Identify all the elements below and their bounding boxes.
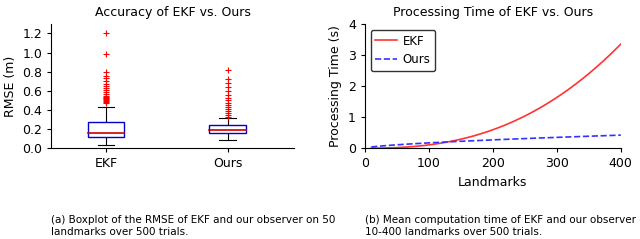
Text: (a) Boxplot of the RMSE of EKF and our observer on 50
landmarks over 500 trials.: (a) Boxplot of the RMSE of EKF and our o… (51, 215, 335, 237)
Y-axis label: RMSE (m): RMSE (m) (4, 55, 17, 117)
Line: EKF: EKF (371, 44, 621, 148)
Text: (b) Mean computation time of EKF and our observer on
10-400 landmarks over 500 t: (b) Mean computation time of EKF and our… (365, 215, 640, 237)
EKF (572, 82, 580, 85)
EKF (611, 49, 619, 52)
Ours (488, 138, 495, 141)
EKF (617, 43, 625, 46)
Title: Processing Time of EKF vs. Ours: Processing Time of EKF vs. Ours (393, 5, 593, 19)
FancyBboxPatch shape (88, 122, 124, 137)
X-axis label: Landmarks: Landmarks (458, 176, 527, 189)
Ours (486, 139, 493, 141)
Y-axis label: Processing Time (s): Processing Time (s) (329, 25, 342, 147)
FancyBboxPatch shape (209, 125, 246, 133)
Ours (572, 135, 580, 138)
EKF (502, 123, 510, 126)
EKF (486, 130, 493, 132)
Legend: EKF, Ours: EKF, Ours (371, 30, 435, 71)
EKF (516, 117, 524, 120)
Ours (502, 138, 510, 141)
EKF (488, 129, 495, 132)
Title: Accuracy of EKF vs. Ours: Accuracy of EKF vs. Ours (95, 5, 251, 19)
Ours (516, 137, 524, 140)
Ours (611, 134, 619, 137)
Ours (367, 146, 375, 148)
Line: Ours: Ours (371, 135, 621, 147)
Ours (617, 134, 625, 136)
EKF (367, 147, 375, 150)
